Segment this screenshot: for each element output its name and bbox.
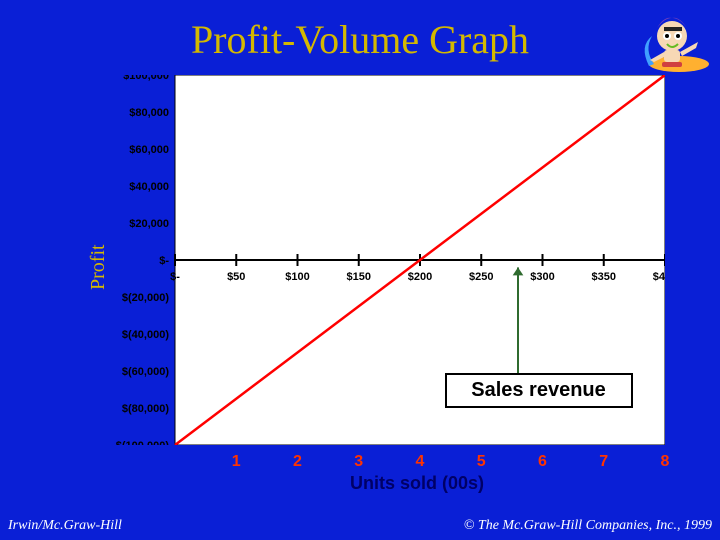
- svg-text:$(80,000): $(80,000): [122, 403, 169, 415]
- svg-text:$150: $150: [347, 271, 371, 283]
- svg-text:$300: $300: [530, 271, 554, 283]
- svg-text:$50: $50: [227, 271, 245, 283]
- svg-text:$350: $350: [592, 271, 616, 283]
- units-number: 2: [293, 453, 302, 471]
- footer-left: Irwin/Mc.Graw-Hill: [8, 518, 122, 534]
- svg-text:$80,000: $80,000: [129, 107, 169, 119]
- svg-text:$(60,000): $(60,000): [122, 366, 169, 378]
- svg-text:$100: $100: [285, 271, 309, 283]
- units-number: 8: [661, 453, 670, 471]
- footer-right: © The Mc.Graw-Hill Companies, Inc., 1999: [464, 518, 712, 534]
- units-numbers-row: 12345678: [175, 453, 665, 473]
- svg-text:$200: $200: [408, 271, 432, 283]
- svg-text:$40,000: $40,000: [129, 181, 169, 193]
- mascot-icon: [624, 6, 714, 76]
- units-number: 4: [416, 453, 425, 471]
- units-sold-label: Units sold (00s): [350, 473, 484, 494]
- sales-revenue-callout: Sales revenue: [445, 373, 633, 408]
- svg-text:$(100,000): $(100,000): [116, 440, 170, 445]
- svg-text:$-: $-: [159, 255, 169, 267]
- svg-text:$100,000: $100,000: [123, 75, 169, 82]
- svg-text:$400: $400: [653, 271, 665, 283]
- units-number: 5: [477, 453, 486, 471]
- svg-text:$60,000: $60,000: [129, 144, 169, 156]
- svg-text:$(40,000): $(40,000): [122, 329, 169, 341]
- units-number: 1: [232, 453, 241, 471]
- units-number: 7: [599, 453, 608, 471]
- svg-text:$-: $-: [170, 271, 180, 283]
- svg-text:$250: $250: [469, 271, 493, 283]
- svg-text:$20,000: $20,000: [129, 218, 169, 230]
- svg-text:$(20,000): $(20,000): [122, 292, 169, 304]
- slide: Profit-Volume Graph Profit $100,000$80,0…: [0, 0, 720, 540]
- units-number: 3: [354, 453, 363, 471]
- units-number: 6: [538, 453, 547, 471]
- slide-title: Profit-Volume Graph: [0, 16, 720, 63]
